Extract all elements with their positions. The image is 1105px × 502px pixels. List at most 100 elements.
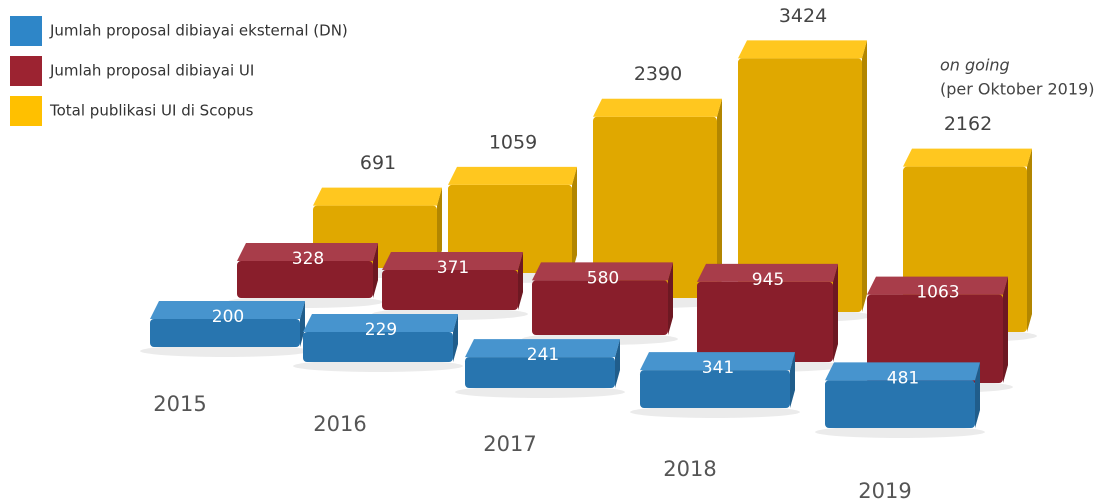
- value-label: 1059: [489, 131, 537, 153]
- value-label: 229: [365, 320, 397, 340]
- bar-side-shade: [1003, 276, 1008, 383]
- bar-top: [150, 301, 305, 319]
- bar-shade: [738, 58, 862, 312]
- bar-side: [437, 187, 442, 268]
- category-label: 2019: [858, 479, 911, 502]
- bar-shade: [697, 281, 833, 362]
- bar-side: [790, 352, 795, 408]
- bar: [738, 58, 862, 312]
- bar-top: [237, 243, 378, 262]
- legend-label: Jumlah proposal dibiayai UI: [49, 62, 254, 80]
- value-label: 2162: [944, 113, 992, 135]
- bar-top-light: [150, 301, 305, 319]
- bar-shade: [237, 261, 373, 298]
- annotation: on going: [940, 56, 1010, 75]
- shadow: [293, 360, 463, 372]
- bar-shade: [532, 280, 668, 335]
- bar-top: [867, 276, 1008, 295]
- bar-side-shade: [615, 339, 620, 388]
- value-label: 945: [752, 270, 784, 290]
- value-label: 328: [292, 249, 324, 269]
- bar-top-light: [903, 148, 1032, 167]
- bar-top-light: [465, 339, 620, 358]
- bar-shade: [448, 184, 572, 273]
- bar: [532, 280, 668, 335]
- bar-side: [862, 40, 867, 312]
- bar: [640, 370, 790, 408]
- bar-shade: [640, 370, 790, 408]
- bar-shade: [825, 380, 975, 428]
- legend-swatch: [10, 96, 42, 126]
- bar: [237, 261, 373, 298]
- bar-side-shade: [717, 98, 722, 298]
- bar-side-shade: [790, 352, 795, 408]
- bar-shade: [465, 357, 615, 388]
- bar-side-shade: [668, 262, 673, 335]
- bar-side: [668, 262, 673, 335]
- bar-top-light: [313, 187, 442, 206]
- value-label: 580: [587, 268, 619, 288]
- bar: [825, 380, 975, 428]
- bar-top-light: [382, 252, 523, 271]
- bar-side-shade: [373, 243, 378, 298]
- legend-label: Jumlah proposal dibiayai eksternal (DN): [49, 22, 348, 40]
- bar-side: [300, 301, 305, 347]
- category-label: 2015: [153, 392, 206, 416]
- bar-top-light: [738, 40, 867, 59]
- bar-side: [717, 98, 722, 298]
- shadow: [455, 386, 625, 398]
- bar: [465, 357, 615, 388]
- bar-top: [303, 313, 458, 332]
- bar-side-shade: [833, 263, 838, 362]
- bar-top-light: [593, 98, 722, 117]
- shadow: [630, 406, 800, 418]
- bar-top-light: [697, 263, 838, 282]
- value-label: 341: [702, 358, 734, 378]
- bar-shade: [303, 331, 453, 362]
- bar-shade: [867, 294, 1003, 383]
- bar-top-light: [640, 352, 795, 371]
- bar-top-light: [448, 166, 577, 185]
- bar-top: [448, 166, 577, 185]
- bar-shade: [150, 319, 300, 347]
- bar: [303, 331, 453, 362]
- bar-side-shade: [975, 362, 980, 428]
- shadow: [140, 345, 310, 357]
- bar-side: [1027, 148, 1032, 332]
- bar-side: [1003, 276, 1008, 383]
- bar-top: [532, 262, 673, 281]
- bar-top: [825, 362, 980, 381]
- bar-top-light: [532, 262, 673, 281]
- bar-side: [518, 252, 523, 310]
- bar-shade: [593, 116, 717, 298]
- category-label: 2016: [313, 412, 366, 436]
- bar-side-shade: [572, 166, 577, 273]
- bar-side: [975, 362, 980, 428]
- bar: [448, 184, 572, 273]
- annotation: (per Oktober 2019): [940, 80, 1094, 99]
- bar-side: [373, 243, 378, 298]
- bar-top: [640, 352, 795, 371]
- bar-top-light: [825, 362, 980, 381]
- bar: [382, 270, 518, 310]
- bar-side-shade: [1027, 148, 1032, 332]
- bar-top: [313, 187, 442, 206]
- bar-top-light: [303, 313, 458, 332]
- bar-shade: [382, 270, 518, 310]
- bar-top: [382, 252, 523, 271]
- bar-top: [738, 40, 867, 59]
- bar-side: [615, 339, 620, 388]
- bar-top: [903, 148, 1032, 167]
- bar-side: [572, 166, 577, 273]
- bar-top-light: [867, 276, 1008, 295]
- bar-top: [697, 263, 838, 282]
- bar-side-shade: [453, 313, 458, 362]
- value-label: 3424: [779, 5, 827, 27]
- value-label: 2390: [634, 63, 682, 85]
- value-label: 481: [887, 368, 919, 388]
- bar-top: [593, 98, 722, 117]
- bar: [150, 319, 300, 347]
- bar: [593, 116, 717, 298]
- value-label: 241: [527, 345, 559, 365]
